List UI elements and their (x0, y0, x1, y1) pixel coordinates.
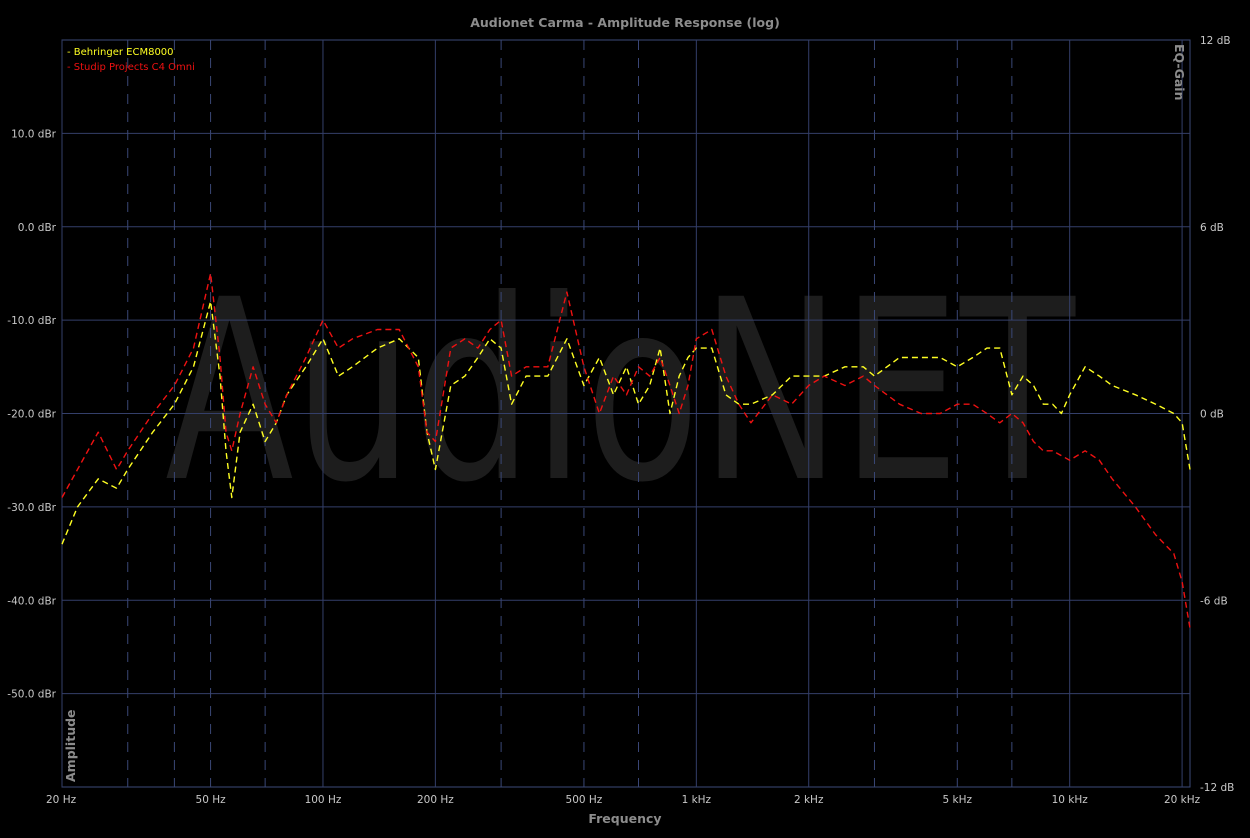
x-tick-label: 500 Hz (566, 794, 603, 806)
grid-layer (61, 40, 1190, 787)
x-tick-label: 2 kHz (794, 794, 824, 806)
legend-entry-behringer-ecm8000: - Behringer ECM8000 (67, 47, 174, 58)
x-tick-label: 50 Hz (196, 794, 227, 806)
x-tick-label: 20 Hz (46, 794, 77, 806)
series-line-studip-projects-c4-omni (61, 272, 1191, 629)
x-tick-label: 10 kHz (1052, 794, 1089, 806)
y-axis-label: Amplitude (63, 709, 78, 782)
y-tick-label: -30.0 dBr (7, 502, 56, 514)
chart-title: Audionet Carma - Amplitude Response (log… (470, 15, 780, 30)
series-line-behringer-ecm8000 (61, 300, 1191, 545)
x-axis-label: Frequency (588, 811, 661, 826)
y2-tick-label: 0 dB (1200, 409, 1224, 421)
brand-watermark: AudioNET (165, 246, 1076, 537)
y2-axis-label: EQ-Gain (1172, 44, 1187, 100)
y2-tick-label: -12 dB (1200, 782, 1234, 794)
y2-tick-label: -6 dB (1200, 595, 1228, 607)
legend-entry-studip-projects-c4-omni: - Studip Projects C4 Omni (67, 62, 195, 73)
y-tick-label: -10.0 dBr (7, 315, 56, 327)
x-tick-label: 20 kHz (1164, 794, 1201, 806)
x-tick-label: 100 Hz (305, 794, 342, 806)
tick-layer: 10.0 dBr 0.0 dBr -10.0 dBr -20.0 dBr -30.0 d… (7, 35, 1234, 806)
legend: - Behringer ECM8000 - Studip Projects C4… (67, 47, 195, 73)
y-tick-label: -20.0 dBr (7, 409, 56, 421)
x-tick-label: 1 kHz (682, 794, 712, 806)
y2-tick-label: 12 dB (1200, 35, 1231, 47)
y-tick-label: 10.0 dBr (11, 128, 57, 140)
y-tick-label: 0.0 dBr (18, 222, 57, 234)
y2-tick-label: 6 dB (1200, 222, 1224, 234)
x-tick-label: 5 kHz (943, 794, 973, 806)
y-tick-label: -40.0 dBr (7, 595, 56, 607)
series-layer (61, 272, 1191, 629)
y-tick-label: -50.0 dBr (7, 689, 56, 701)
x-tick-label: 200 Hz (417, 794, 454, 806)
